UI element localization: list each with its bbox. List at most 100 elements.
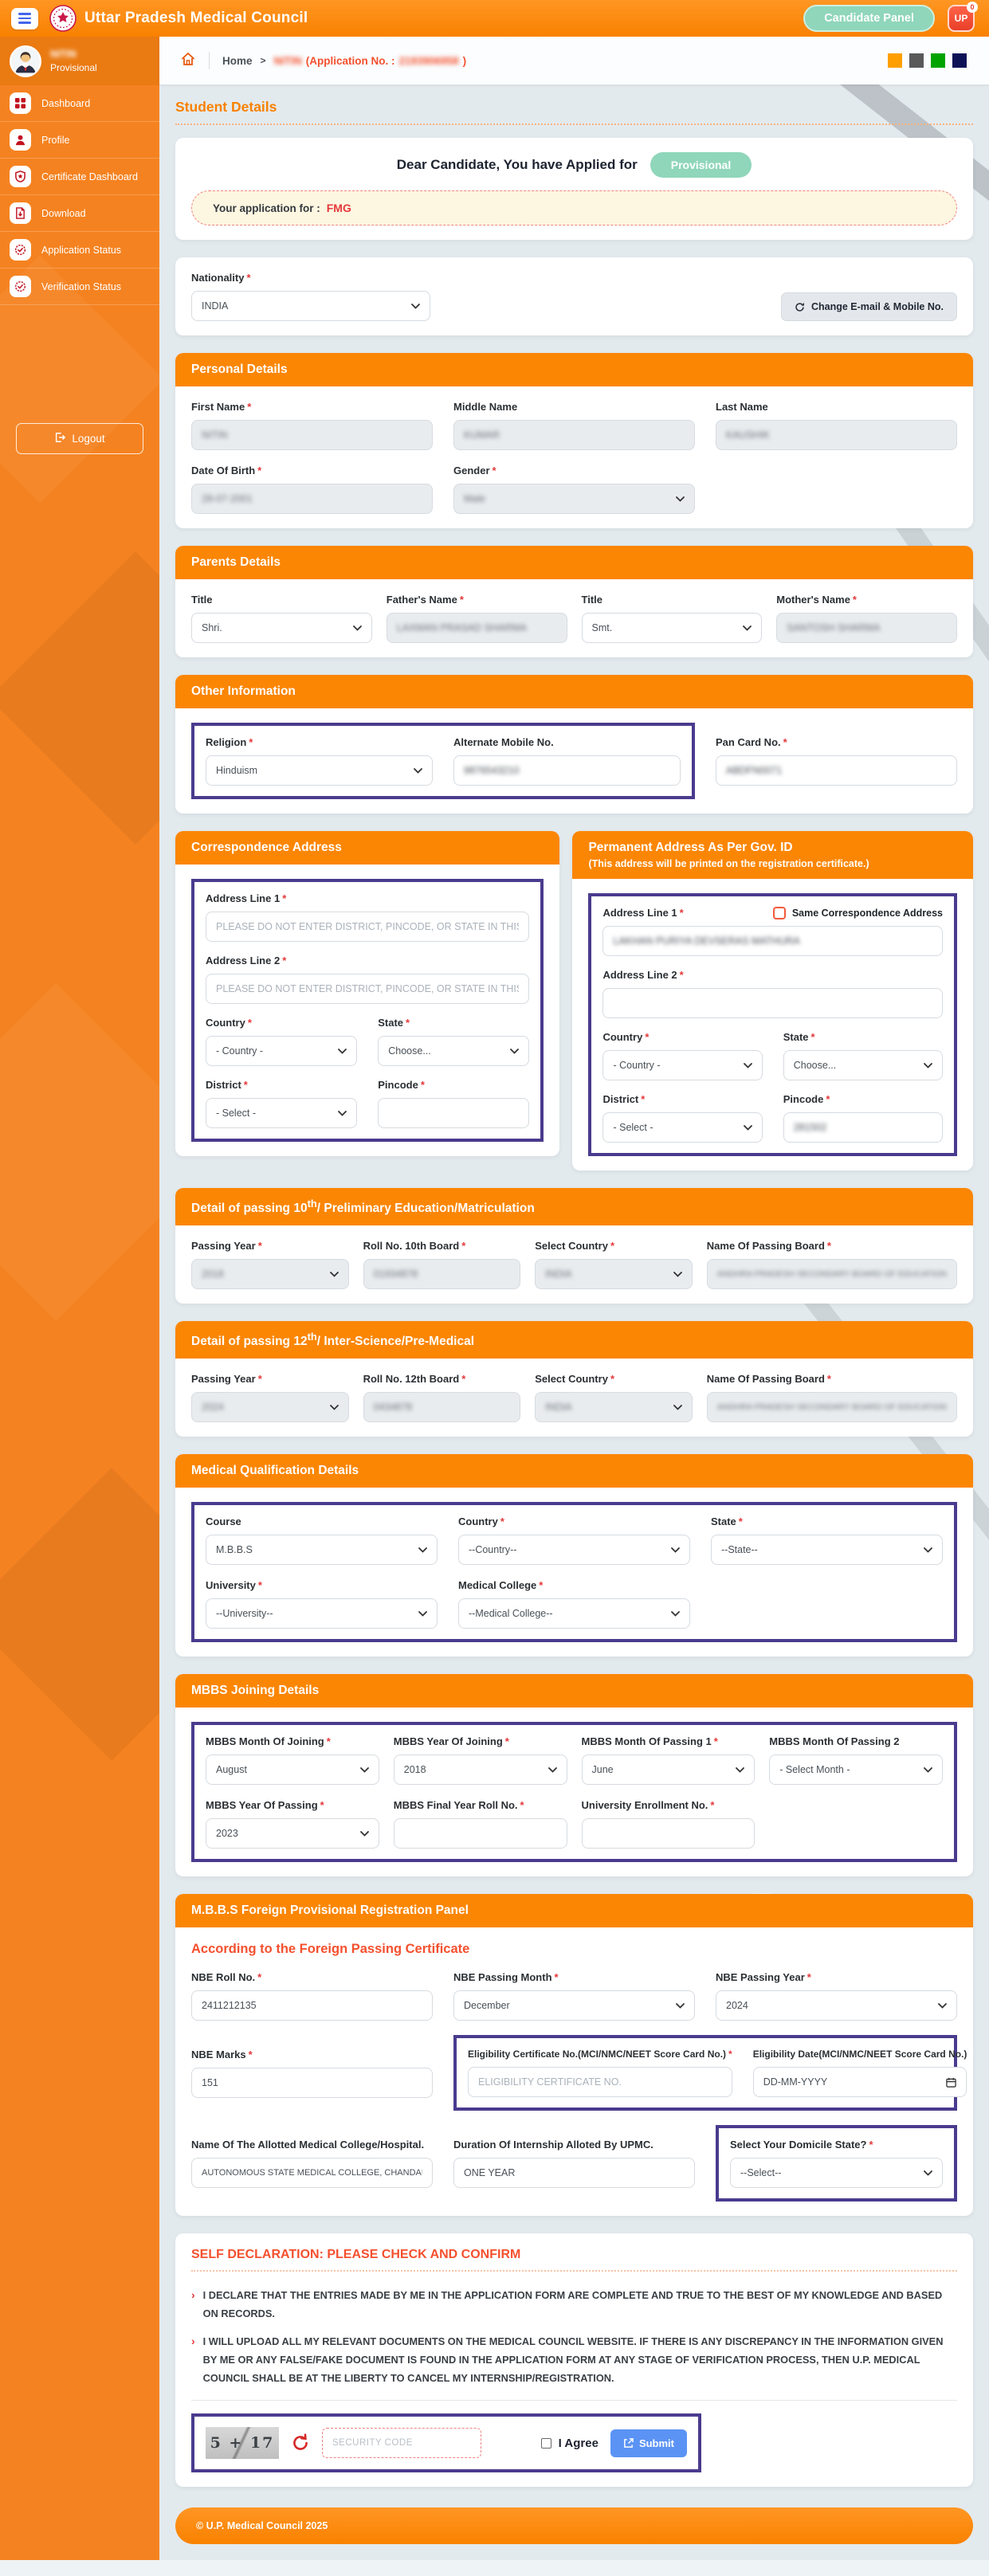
user-name: NITIN — [50, 49, 77, 60]
month-passing1-select[interactable]: June — [581, 1755, 755, 1786]
corr-country-select[interactable]: - Country - — [206, 1036, 358, 1066]
chevron-right-icon: > — [260, 55, 266, 66]
medical-qualification-highlight-box: Course M.B.B.S Country * --Country-- Stat… — [191, 1502, 957, 1643]
verification-status-badge-icon — [10, 276, 31, 297]
home-icon[interactable] — [180, 51, 196, 71]
sidebar-item-certificate-dashboard[interactable]: Certificate Dashboard — [0, 159, 159, 195]
permanent-highlight-box: Address Line 1 * Same Correspondence Addr… — [588, 893, 957, 1156]
theme-swatch-green[interactable] — [931, 53, 945, 68]
submit-button[interactable]: Submit — [610, 2429, 687, 2457]
sidebar-item-profile[interactable]: Profile — [0, 122, 159, 159]
corr-address2-input[interactable] — [206, 974, 530, 1004]
month-joining-select[interactable]: August — [206, 1755, 379, 1786]
corr-district-select[interactable]: - Select - — [206, 1098, 358, 1128]
perm-district-select[interactable]: - Select - — [602, 1112, 763, 1143]
field-final-roll: MBBS Final Year Roll No. * — [393, 1799, 567, 1849]
father-title-select[interactable]: Shri. — [191, 613, 372, 643]
field-mother-title: Title Smt. — [581, 594, 763, 643]
perm-address2-input[interactable] — [602, 988, 943, 1018]
course-select[interactable]: M.B.B.S — [206, 1535, 438, 1566]
sidebar-item-download[interactable]: Download — [0, 195, 159, 232]
field-internship-duration: Duration Of Internship Alloted By UPMC. — [453, 2139, 695, 2189]
field-father-name: Father's Name * LAXMAN PRASAD SHARMA — [386, 594, 567, 643]
mother-title-select[interactable]: Smt. — [581, 613, 763, 643]
field-father-title: Title Shri. — [191, 594, 372, 643]
enrollment-input[interactable] — [581, 1818, 755, 1849]
field-eligibility-no: Eligibility Certificate No.(MCI/NMC/NEET… — [468, 2049, 732, 2098]
agree-checkbox[interactable] — [540, 2437, 551, 2449]
field-pan: Pan Card No. * ABDFN0071 — [716, 736, 957, 786]
up-profile-button[interactable]: UP 0 — [948, 2, 978, 32]
corr-state-select[interactable]: Choose... — [378, 1036, 530, 1066]
eligibility-no-input[interactable] — [468, 2067, 732, 2098]
chevron-down-icon — [411, 303, 420, 309]
theme-swatch-gray[interactable] — [909, 53, 924, 68]
agree-label: I Agree — [558, 2436, 599, 2450]
sidebar-item-application-status[interactable]: Application Status — [0, 232, 159, 269]
notification-badge: 0 — [967, 2, 978, 13]
certificate-shield-icon — [10, 166, 31, 187]
field-corr-country: Country * - Country - — [206, 1017, 358, 1066]
mq-country-select[interactable]: --Country-- — [458, 1535, 690, 1566]
menu-toggle-button[interactable] — [11, 7, 38, 29]
nbe-year-select[interactable]: 2024 — [716, 1990, 957, 2021]
nbe-marks-input[interactable] — [191, 2068, 433, 2099]
perm-address1-input[interactable]: LAKHAN PURIYA DEVSERAS MATHURA — [602, 926, 943, 956]
year-joining-select[interactable]: 2018 — [393, 1755, 567, 1786]
month-passing2-select[interactable]: - Select Month - — [769, 1755, 943, 1786]
corr-address1-input[interactable] — [206, 912, 530, 942]
mother-name-input: SANTOSH SHARMA — [776, 613, 957, 643]
sidebar-item-dashboard[interactable]: Dashboard — [0, 85, 159, 122]
sidebar-item-verification-status[interactable]: Verification Status — [0, 269, 159, 305]
university-select[interactable]: --University-- — [206, 1598, 438, 1629]
final-roll-input[interactable] — [393, 1818, 567, 1849]
eligibility-date-input[interactable]: DD-MM-YYYY — [752, 2067, 967, 2098]
chevron-down-icon — [736, 1766, 745, 1773]
provisional-badge: Provisional — [650, 152, 752, 178]
sidebar-user-card: NITIN Provisional — [0, 37, 159, 85]
field-year-passing: MBBS Year Of Passing * 2023 — [206, 1799, 379, 1849]
passing-12th-card: Detail of passing 12th/ Inter-Science/Pr… — [175, 1321, 973, 1437]
field-12-board: Name Of Passing Board * ANDHRA PRADESH SE… — [706, 1373, 957, 1423]
declaration-title: SELF DECLARATION: PLEASE CHECK AND CONFI… — [191, 2248, 957, 2272]
section-header: Permanent Address As Per Gov. ID (This a… — [572, 831, 973, 879]
perm-state-select[interactable]: Choose... — [783, 1050, 943, 1080]
section-header: MBBS Joining Details — [175, 1674, 973, 1708]
nationality-select[interactable]: INDIA — [191, 291, 430, 321]
year-passing-select[interactable]: 2023 — [206, 1818, 379, 1849]
allotted-college-input[interactable] — [191, 2158, 433, 2189]
theme-swatches — [888, 53, 967, 68]
nationality-card: Nationality * INDIA Change E-mail & Mobil… — [175, 257, 973, 335]
security-code-input[interactable] — [322, 2428, 481, 2459]
theme-swatch-navy[interactable] — [952, 53, 967, 68]
same-correspondence-checkbox[interactable]: Same Correspondence Address — [772, 907, 943, 919]
logout-button[interactable]: Logout — [16, 423, 143, 454]
page-title: Student Details — [175, 99, 973, 125]
pan-input[interactable]: ABDFN0071 — [716, 755, 957, 786]
field-perm-address2: Address Line 2 * — [602, 969, 943, 1018]
nbe-month-select[interactable]: December — [453, 1990, 695, 2021]
declaration-item: › I DECLARE THAT THE ENTRIES MADE BY ME … — [191, 2286, 957, 2323]
profile-icon — [10, 129, 31, 151]
corr-pincode-input[interactable] — [378, 1098, 530, 1128]
perm-pincode-input[interactable]: 281502 — [783, 1112, 943, 1143]
chevron-down-icon — [924, 1547, 932, 1553]
candidate-panel-button[interactable]: Candidate Panel — [803, 5, 935, 32]
breadcrumb-home[interactable]: Home — [222, 54, 253, 67]
domicile-select[interactable]: --Select-- — [730, 2158, 943, 2189]
alternate-mobile-input[interactable]: 9876543210 — [453, 755, 681, 786]
nbe-roll-input[interactable] — [191, 1990, 433, 2021]
medical-college-select[interactable]: --Medical College-- — [458, 1598, 690, 1629]
mq-state-select[interactable]: --State-- — [711, 1535, 943, 1566]
theme-swatch-orange[interactable] — [888, 53, 902, 68]
internship-duration-input[interactable] — [453, 2158, 695, 2189]
chevron-down-icon — [671, 1547, 680, 1553]
chevron-down-icon — [673, 1271, 682, 1277]
religion-select[interactable]: Hinduism — [206, 755, 433, 786]
change-email-mobile-button[interactable]: Change E-mail & Mobile No. — [781, 292, 957, 321]
captcha-refresh-button[interactable] — [290, 2433, 311, 2453]
perm-country-select[interactable]: - Country - — [602, 1050, 763, 1080]
parents-details-card: Parents Details Title Shri. Father's Nam… — [175, 546, 973, 657]
dob-input: 28-07-2001 — [191, 484, 433, 514]
section-header: Other Information — [175, 675, 973, 708]
